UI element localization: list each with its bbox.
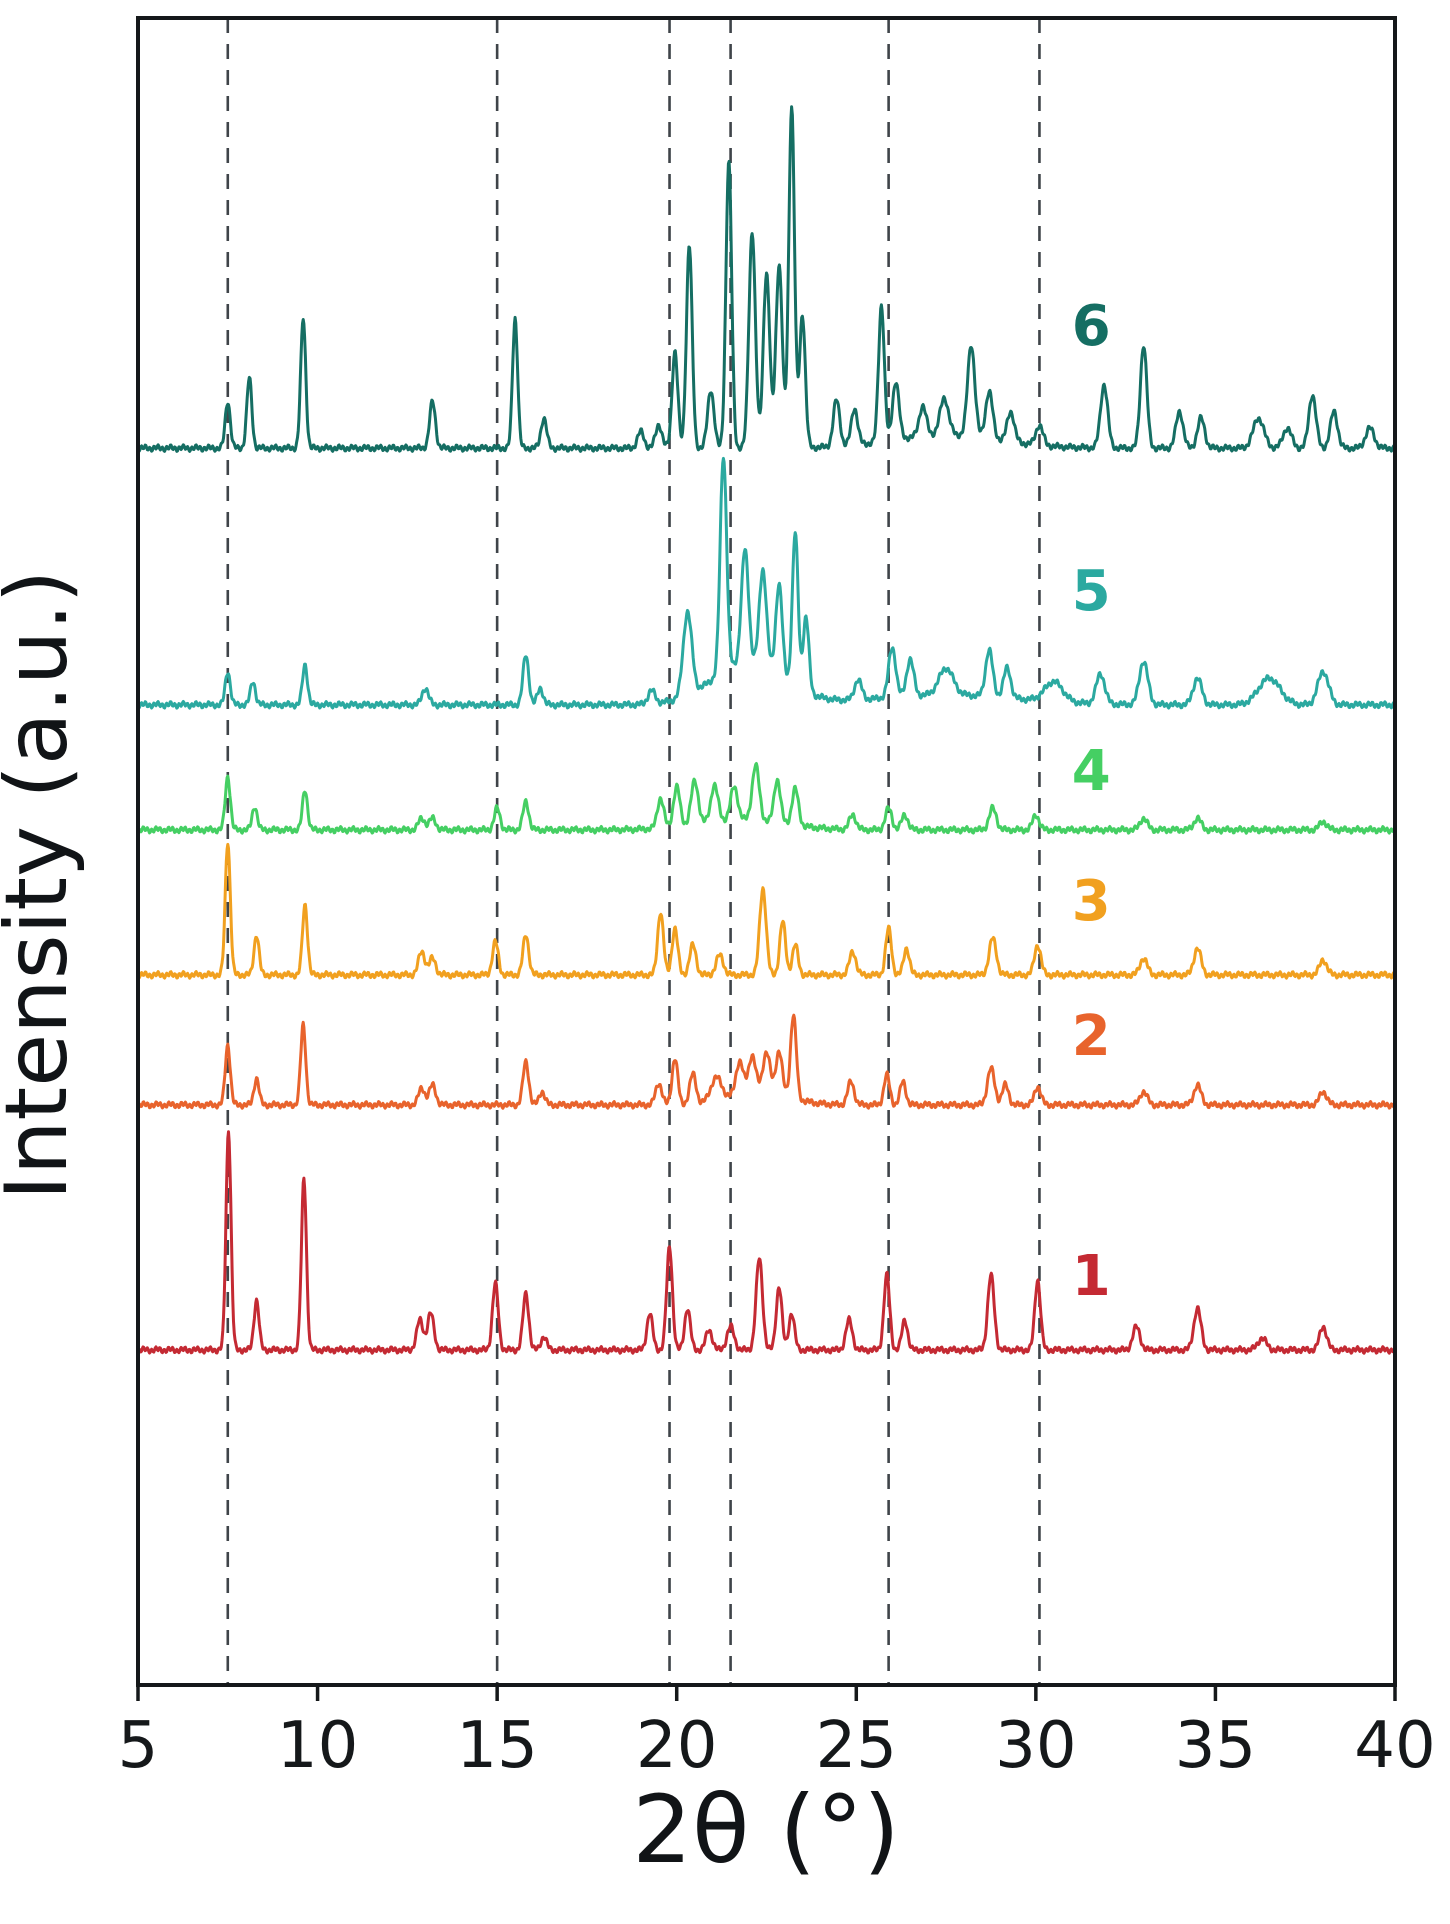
x-tick-label-25: 25 [816, 1709, 897, 1783]
y-axis-title: Intensity (a.u.) [0, 570, 87, 1201]
x-axis-title: 2θ (°) [632, 1776, 900, 1885]
series-label-2: 2 [1072, 1004, 1111, 1069]
series-label-5: 5 [1072, 559, 1111, 624]
x-tick-label-30: 30 [995, 1709, 1076, 1783]
x-tick-label-40: 40 [1354, 1709, 1435, 1783]
x-tick-label-20: 20 [636, 1709, 717, 1783]
series-label-4: 4 [1072, 739, 1111, 804]
trace-1 [136, 1130, 1397, 1355]
trace-6 [136, 105, 1397, 453]
trace-5 [136, 456, 1397, 710]
series-label-3: 3 [1072, 869, 1111, 934]
x-tick-label-10: 10 [277, 1709, 358, 1783]
plot-frame [136, 16, 1397, 1687]
trace-4 [136, 762, 1397, 835]
series-label-1: 1 [1072, 1244, 1111, 1309]
trace-2 [136, 1013, 1397, 1110]
x-tick-label-5: 5 [118, 1709, 159, 1783]
series-label-6: 6 [1072, 294, 1111, 359]
trace-3 [136, 842, 1397, 980]
x-tick-label-15: 15 [456, 1709, 537, 1783]
x-tick-label-35: 35 [1175, 1709, 1256, 1783]
